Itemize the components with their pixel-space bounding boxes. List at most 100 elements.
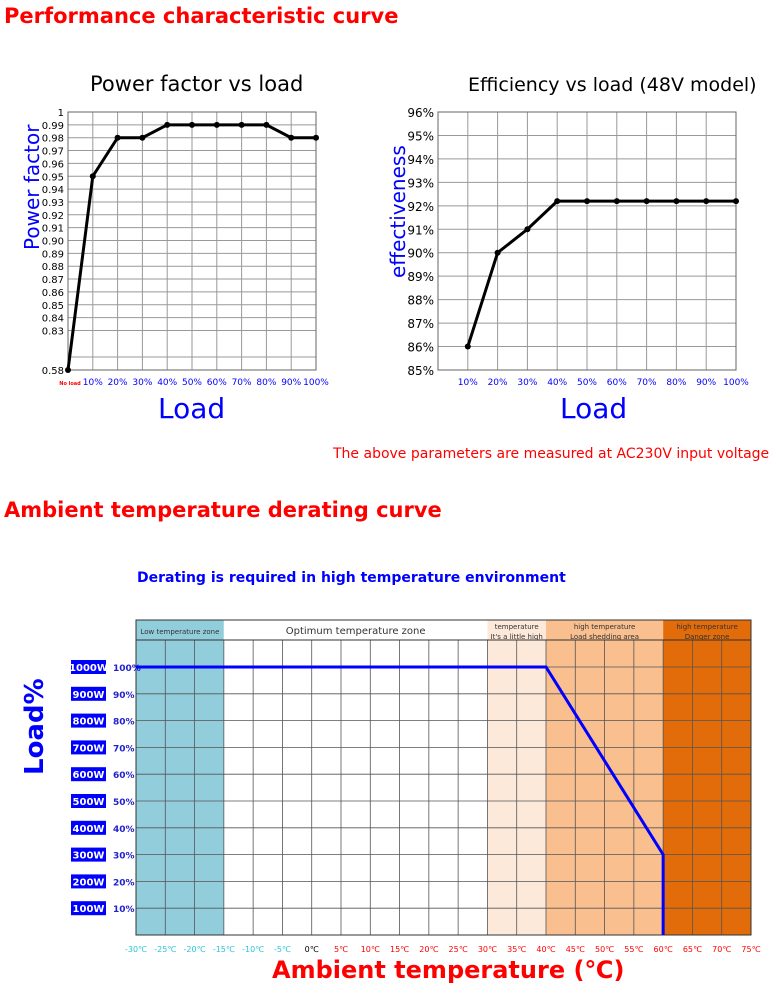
eff-xtick: 80%	[666, 378, 686, 388]
eff-xtick: 10%	[458, 378, 478, 388]
eff-xlabel: Load	[560, 392, 628, 425]
derating-xtick: -5℃	[274, 945, 291, 954]
zone-label: Low temperature zone	[140, 628, 219, 636]
eff-data-point	[494, 249, 501, 256]
watt-label: 100W	[73, 904, 105, 915]
pf-ytick: 0.58	[42, 366, 64, 377]
watt-label: 700W	[73, 743, 105, 754]
heading-derating: Ambient temperature derating curve	[4, 498, 442, 522]
watt-label-box	[71, 660, 106, 674]
watt-label: 800W	[73, 717, 105, 728]
pf-data-point	[114, 134, 121, 141]
pf-ytick: 0.84	[42, 314, 64, 325]
eff-data-point	[703, 198, 710, 205]
pf-ytick: 0.85	[42, 301, 64, 312]
derating-xtick: 65℃	[683, 945, 702, 954]
zone-label: Load shedding area	[570, 633, 639, 641]
eff-ytick: 93%	[407, 176, 434, 190]
eff-xtick: 70%	[637, 378, 657, 388]
derating-xtick: 70℃	[712, 945, 731, 954]
derating-xtick: 40℃	[536, 945, 555, 954]
heading-performance: Performance characteristic curve	[4, 4, 399, 28]
derating-xtick: 35℃	[507, 945, 526, 954]
eff-data-point	[733, 198, 739, 205]
derating-xtick: 75℃	[741, 945, 760, 954]
watt-label: 900W	[73, 690, 105, 701]
derating-ytick: 10%	[113, 905, 135, 915]
pf-xtick: 60%	[207, 378, 227, 388]
eff-xtick: 20%	[488, 378, 508, 388]
derating-ytick: 80%	[113, 718, 135, 728]
derating-ytick: 70%	[113, 744, 135, 754]
eff-ytick: 94%	[407, 153, 434, 167]
derating-ytick: 20%	[113, 878, 135, 888]
pf-ytick: 0.86	[42, 288, 64, 299]
eff-xtick: 60%	[607, 378, 627, 388]
eff-ytick: 91%	[407, 223, 434, 237]
derating-xlabel: Ambient temperature (℃)	[272, 956, 625, 984]
watt-label-box	[71, 847, 106, 862]
watt-label: 400W	[73, 824, 105, 835]
derating-xtick: -10℃	[242, 945, 264, 954]
derating-xtick: 20℃	[419, 945, 438, 954]
eff-series-line	[466, 199, 736, 347]
derating-xtick: 45℃	[566, 945, 585, 954]
watt-label-box	[71, 767, 106, 782]
eff-ytick: 85%	[407, 364, 434, 378]
watt-label-box	[71, 713, 106, 728]
derating-xtick: 5℃	[334, 945, 348, 954]
derating-xtick: 60℃	[654, 945, 673, 954]
zone-label: temperature	[495, 623, 539, 631]
eff-ytick: 92%	[407, 200, 434, 214]
zone-label: high temperature	[574, 623, 636, 631]
watt-label-box	[71, 874, 106, 889]
pf-ytick: 0.89	[42, 249, 64, 260]
pf-plot-frame	[67, 111, 317, 371]
pf-data-point	[139, 134, 146, 141]
watt-label: 600W	[73, 770, 105, 781]
watt-label: 1000W	[69, 663, 108, 674]
eff-ytick: 86%	[407, 341, 434, 355]
zone-label: high temperature	[676, 623, 738, 631]
pf-ytick: 0.90	[42, 237, 64, 248]
pf-data-point	[89, 173, 96, 180]
pf-ytick: 0.91	[42, 224, 64, 235]
derating-xtick: -20℃	[184, 945, 206, 954]
pf-data-point	[164, 121, 171, 128]
derating-xtick: -30℃	[125, 945, 147, 954]
derating-xtick: 25℃	[449, 945, 468, 954]
derating-ytick: 30%	[113, 852, 135, 862]
eff-data-point	[584, 198, 590, 205]
eff-xtick: 100%	[723, 378, 749, 388]
eff-xtick: 90%	[696, 378, 716, 388]
pf-ytick: 0.94	[42, 185, 64, 196]
zone-label: Optimum temperature zone	[286, 626, 426, 637]
eff-data-point	[554, 198, 561, 205]
eff-xtick: 40%	[547, 378, 567, 388]
pf-ytick: 0.83	[42, 326, 64, 337]
eff-data-point	[613, 198, 620, 205]
derating-xtick: 0℃	[305, 945, 319, 954]
eff-data-point	[524, 226, 531, 233]
zone-band	[663, 620, 751, 935]
pf-xtick: 100%	[303, 378, 329, 388]
pf-xtick: 80%	[256, 378, 276, 388]
pf-xtick: 50%	[182, 378, 202, 388]
eff-chart-title: Efficiency vs load (48V model)	[468, 74, 757, 96]
derating-chart-title: Derating is required in high temperature…	[137, 570, 566, 586]
pf-xtick: 70%	[232, 378, 252, 388]
pf-data-point	[65, 367, 71, 373]
pf-xtick: 30%	[132, 378, 152, 388]
watt-label-box	[71, 794, 106, 808]
pf-data-point	[288, 134, 295, 141]
derating-xtick: 50℃	[595, 945, 614, 954]
pf-ytick: 0.93	[42, 198, 64, 209]
watt-label: 300W	[73, 851, 105, 862]
pf-xtick: 10%	[83, 378, 103, 388]
zone-label: Danger zone	[685, 633, 730, 641]
derating-ytick: 60%	[113, 771, 135, 781]
pf-ytick: 0.92	[42, 211, 64, 222]
derating-xtick: -25℃	[154, 945, 176, 954]
pf-ytick: 0.87	[42, 275, 64, 286]
